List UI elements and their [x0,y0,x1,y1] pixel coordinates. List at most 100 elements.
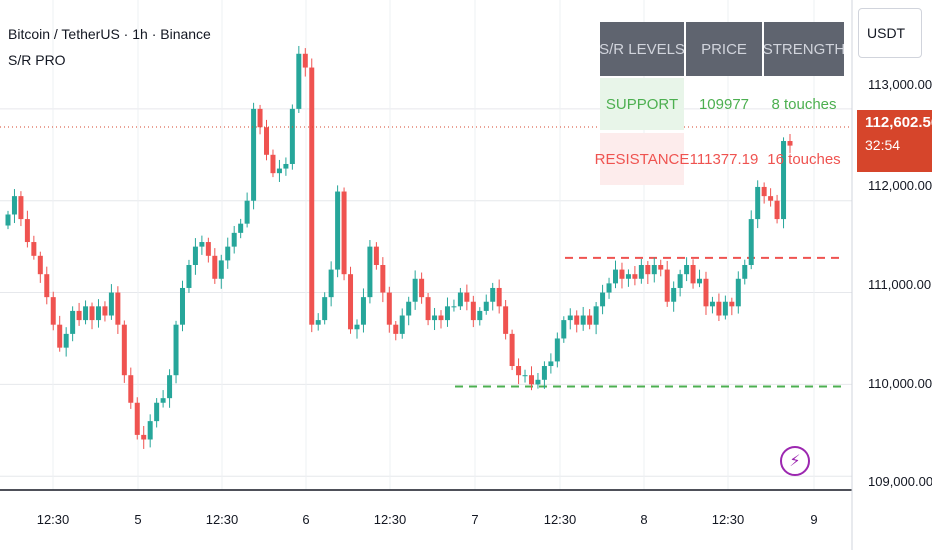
candle[interactable] [632,266,638,286]
candle[interactable] [444,297,450,327]
candle[interactable] [709,296,715,314]
candle[interactable] [470,295,476,328]
candle[interactable] [115,286,121,334]
candle[interactable] [44,266,50,305]
candle[interactable] [11,189,17,224]
candle[interactable] [167,369,173,408]
candle[interactable] [522,369,528,383]
candle[interactable] [503,299,509,340]
candle[interactable] [399,308,405,339]
candle[interactable] [264,119,270,161]
candle[interactable] [238,218,244,239]
candle[interactable] [57,315,63,352]
candle[interactable] [328,261,334,307]
candle[interactable] [735,271,741,314]
indicator-name[interactable]: S/R PRO [8,52,66,68]
candle[interactable] [95,299,101,328]
candle[interactable] [742,259,748,285]
candle[interactable] [651,257,657,283]
candle[interactable] [186,259,192,293]
candle[interactable] [199,235,205,255]
candle[interactable] [257,104,263,135]
candle[interactable] [76,302,82,326]
candle[interactable] [600,284,606,315]
candle[interactable] [50,291,56,331]
candle[interactable] [218,254,224,289]
candle[interactable] [438,310,444,329]
candle[interactable] [231,225,237,254]
candle[interactable] [225,237,231,269]
candle[interactable] [121,320,127,383]
candle[interactable] [638,258,644,284]
candle[interactable] [322,292,328,325]
candle[interactable] [160,390,166,408]
candle[interactable] [335,185,341,278]
candle[interactable] [141,425,147,449]
candle[interactable] [561,316,567,343]
candle[interactable] [108,284,114,320]
candle[interactable] [102,301,108,322]
candle[interactable] [645,261,651,285]
candle[interactable] [147,414,153,448]
candle[interactable] [373,242,379,270]
candle[interactable] [83,300,89,325]
candle[interactable] [509,329,515,371]
candle[interactable] [684,257,690,282]
candle[interactable] [367,240,373,304]
candle[interactable] [412,270,418,310]
candle[interactable] [393,321,399,341]
candle[interactable] [496,279,502,314]
candle[interactable] [251,102,257,210]
candle[interactable] [567,308,573,330]
candle[interactable] [173,320,179,384]
candle[interactable] [354,319,360,339]
candle[interactable] [490,282,496,311]
candle[interactable] [554,332,560,368]
candle[interactable] [360,288,366,333]
candle[interactable] [179,280,185,332]
candle[interactable] [722,295,728,320]
candle[interactable] [63,327,69,357]
candle[interactable] [5,210,11,230]
candle[interactable] [24,210,30,248]
candle[interactable] [89,302,95,330]
candle[interactable] [386,286,392,333]
candle[interactable] [690,259,696,289]
candle[interactable] [270,149,276,178]
candle[interactable] [548,353,554,374]
candle[interactable] [761,182,767,204]
candle[interactable] [315,313,321,331]
candle[interactable] [781,137,787,229]
candle[interactable] [425,293,431,326]
candle[interactable] [516,358,522,385]
candle[interactable] [296,45,302,114]
candle[interactable] [658,259,664,277]
candle[interactable] [703,271,709,315]
candle[interactable] [748,210,754,270]
candle[interactable] [18,191,24,227]
candle[interactable] [606,277,612,299]
candle[interactable] [464,284,470,311]
candle[interactable] [37,251,43,283]
candle[interactable] [729,297,735,316]
candle[interactable] [697,269,703,288]
candle[interactable] [419,272,425,304]
candle[interactable] [574,310,580,333]
candle[interactable] [134,397,140,440]
candle[interactable] [283,157,289,176]
candle[interactable] [477,307,483,326]
candle[interactable] [380,257,386,303]
candle[interactable] [341,187,347,281]
candle[interactable] [154,398,160,428]
candle[interactable] [535,373,541,389]
candle[interactable] [580,306,586,331]
candle[interactable] [613,260,619,289]
candle[interactable] [768,188,774,207]
candle[interactable] [457,287,463,310]
candle[interactable] [625,269,631,287]
candle[interactable] [276,159,282,182]
candle[interactable] [451,299,457,312]
candle[interactable] [205,237,211,263]
candle[interactable] [70,306,76,342]
